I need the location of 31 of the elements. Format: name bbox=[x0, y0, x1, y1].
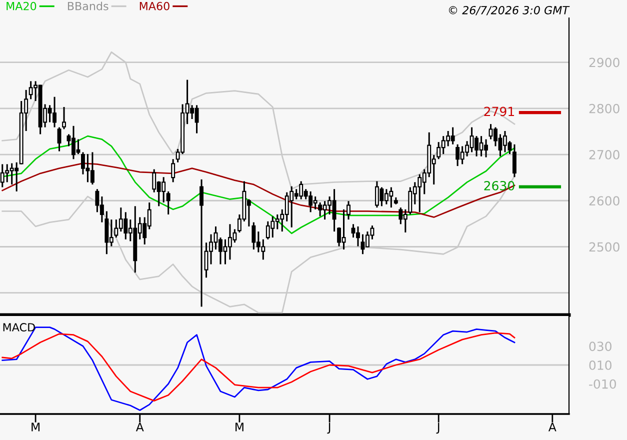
candlestick bbox=[62, 106, 66, 130]
chart-title: MACD bbox=[3, 323, 35, 332]
candlestick bbox=[346, 200, 350, 220]
legend-label: MA60 bbox=[140, 2, 170, 10]
text: © 26/7/2026 3:0 GMT bbox=[448, 6, 570, 16]
candlestick bbox=[337, 226, 342, 248]
line-series bbox=[2, 332, 516, 402]
candlestick bbox=[57, 126, 62, 152]
ref-line-label: 2791 bbox=[484, 106, 514, 116]
candlestick bbox=[512, 144, 516, 178]
x-tick-label: J bbox=[327, 422, 330, 434]
legend-label: BBands bbox=[68, 2, 108, 10]
y-tick-label: 2700 bbox=[589, 150, 620, 160]
y-tick-label: 010 bbox=[589, 360, 612, 370]
y-tick-label: 2600 bbox=[589, 196, 620, 206]
y-tick-label: 2500 bbox=[589, 242, 620, 252]
x-tick-label: M bbox=[236, 422, 244, 432]
legend-label: MA20 bbox=[6, 2, 36, 10]
y-tick-label: 2900 bbox=[589, 58, 620, 68]
line-series bbox=[2, 135, 516, 234]
ref-line-label: 2630 bbox=[484, 180, 514, 190]
x-tick-label: A bbox=[136, 422, 144, 432]
y-tick-label: -010 bbox=[589, 379, 616, 389]
candlestick bbox=[171, 158, 176, 183]
y-tick-label: 2800 bbox=[589, 104, 620, 114]
candlestick bbox=[200, 178, 204, 308]
x-tick-label: A bbox=[548, 422, 556, 432]
y-tick-label: 030 bbox=[589, 342, 612, 352]
candlestick bbox=[166, 190, 170, 216]
x-tick-label: M bbox=[32, 422, 40, 432]
x-tick-label: J bbox=[436, 422, 440, 434]
